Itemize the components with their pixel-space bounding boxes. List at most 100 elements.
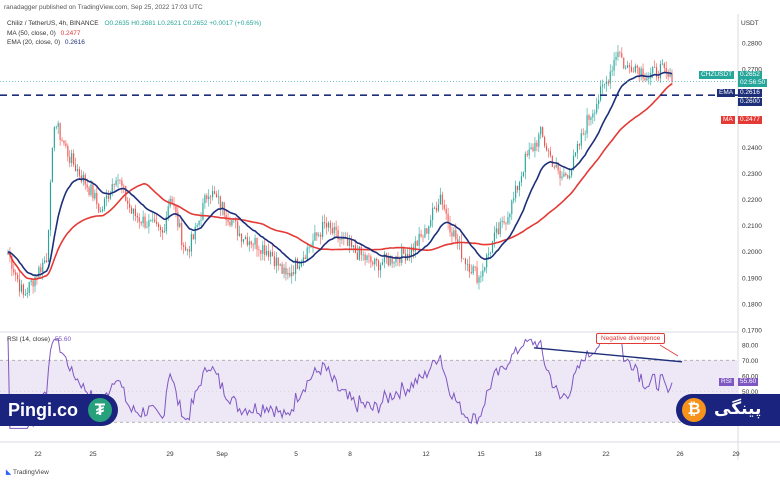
- candle-body: [511, 200, 513, 214]
- candle-body: [418, 233, 420, 246]
- candle-body: [19, 279, 21, 292]
- candle-body: [381, 262, 384, 265]
- candle-body: [177, 212, 179, 227]
- candle-body: [374, 258, 376, 265]
- candle-body: [408, 254, 411, 257]
- candle-body: [196, 224, 198, 227]
- candle-body: [393, 262, 395, 264]
- candle-body: [183, 245, 185, 247]
- candle-body: [181, 223, 183, 246]
- candle-body: [613, 59, 615, 71]
- candle-body: [221, 202, 223, 210]
- candle-body: [437, 204, 440, 211]
- candle-body: [298, 266, 301, 269]
- candle-body: [432, 207, 434, 221]
- ma-line: [7, 83, 673, 281]
- candle-body: [501, 220, 503, 222]
- candle-body: [256, 238, 258, 250]
- candle-body: [208, 196, 210, 200]
- candle-body: [426, 228, 428, 234]
- candle-body: [55, 126, 57, 128]
- candle-body: [517, 185, 519, 191]
- candle-body: [327, 222, 329, 228]
- candle-body: [312, 240, 314, 246]
- candle-body: [640, 68, 642, 77]
- candle-body: [103, 198, 106, 210]
- candle-body: [592, 113, 594, 118]
- negative-divergence-annotation[interactable]: Negative divergence: [596, 333, 666, 344]
- candle-body: [617, 52, 619, 57]
- candle-body: [123, 185, 125, 187]
- candle-body: [277, 257, 279, 266]
- candle-body: [57, 123, 59, 127]
- candle-body: [59, 123, 61, 140]
- candle-body: [335, 227, 337, 231]
- candle-body: [156, 221, 158, 224]
- candle-body: [134, 208, 136, 216]
- candle-body: [360, 246, 362, 255]
- price-tick-label: 0.1700: [742, 328, 762, 335]
- candle-body: [34, 276, 36, 287]
- candle-body: [92, 184, 94, 199]
- candle-body: [227, 219, 229, 222]
- candle-body: [580, 133, 582, 146]
- candle-body: [503, 220, 505, 223]
- price-tick-label: 0.1800: [742, 301, 762, 308]
- rsi-legend[interactable]: RSI (14, close) 55.60: [7, 336, 71, 343]
- candle-body: [90, 184, 92, 195]
- candle-body: [61, 139, 63, 141]
- candle-body: [669, 73, 671, 77]
- candle-body: [109, 192, 111, 199]
- candle-body: [347, 238, 349, 246]
- candle-body: [659, 63, 661, 79]
- candle-body: [157, 223, 160, 227]
- candle-body: [210, 196, 212, 198]
- candle-body: [49, 182, 52, 231]
- candle-body: [488, 253, 490, 255]
- candle-body: [150, 220, 152, 221]
- ma-legend[interactable]: MA (50, close, 0) 0.2477: [7, 30, 80, 37]
- ema-legend[interactable]: EMA (20, close, 0) 0.2616: [7, 39, 85, 46]
- time-tick-label: 29: [732, 451, 740, 458]
- candle-body: [337, 230, 339, 240]
- candle-body: [636, 65, 638, 68]
- candle-body: [36, 276, 38, 278]
- candle-body: [555, 164, 557, 168]
- rsi-tag: RSI: [719, 378, 734, 386]
- candle-body: [435, 207, 438, 211]
- candle-body: [329, 222, 331, 229]
- candle-body: [333, 227, 335, 234]
- time-tick-label: 25: [89, 451, 97, 458]
- candle-body: [105, 195, 108, 199]
- ma-legend-value: 0.2477: [60, 30, 81, 37]
- rsi-tick-label: 60.00: [742, 373, 759, 380]
- candle-body: [146, 226, 148, 228]
- candle-body: [449, 223, 451, 233]
- candle-body: [65, 143, 67, 147]
- candle-body: [231, 219, 233, 226]
- tradingview-brand[interactable]: ◣ TradingView: [6, 468, 49, 476]
- candle-body: [565, 173, 567, 176]
- candle-body: [271, 252, 274, 257]
- candle-body: [40, 267, 42, 273]
- candle-body: [279, 264, 281, 266]
- candle-body: [269, 252, 272, 257]
- candle-body: [571, 170, 573, 176]
- candle-body: [515, 185, 517, 199]
- candle-body: [78, 169, 80, 176]
- candle-body: [441, 194, 443, 205]
- candle-body: [121, 180, 123, 186]
- candle-body: [63, 140, 65, 144]
- candle-body: [74, 164, 77, 172]
- candle-body: [598, 100, 600, 105]
- candle-body: [439, 194, 441, 205]
- candle-body: [401, 247, 403, 263]
- candle-body: [661, 63, 663, 65]
- candle-body: [320, 234, 322, 237]
- candle-body: [627, 65, 629, 68]
- candle-body: [273, 256, 275, 266]
- price-tick-label: 0.1900: [742, 275, 762, 282]
- candle-body: [528, 149, 530, 156]
- candle-body: [628, 65, 631, 67]
